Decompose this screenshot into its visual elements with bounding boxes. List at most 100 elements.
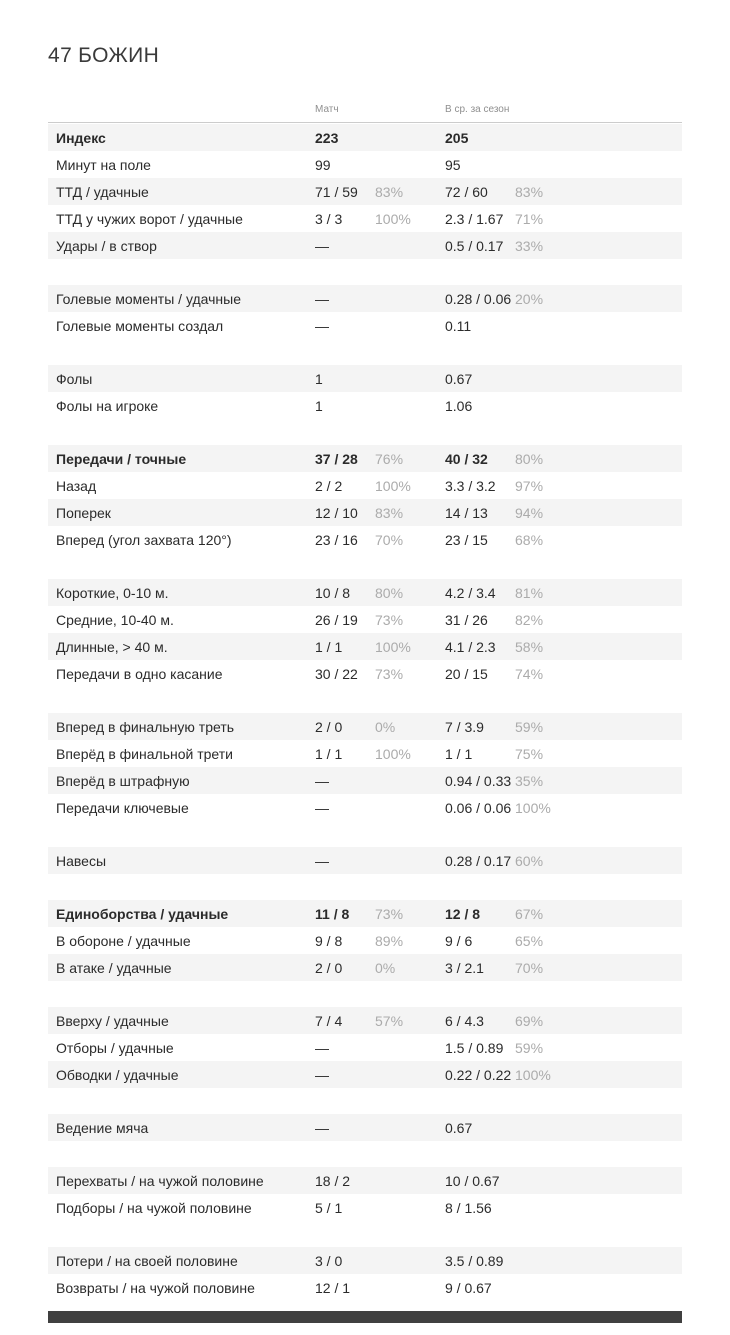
season-percent: 74% xyxy=(515,665,544,682)
stats-group: Навесы — 0.28 / 0.17 60% xyxy=(48,847,682,874)
match-value: 11 / 8 xyxy=(315,905,350,922)
row-label: Обводки / удачные xyxy=(56,1066,179,1083)
season-value: 4.2 / 3.4 xyxy=(445,584,496,601)
row-label: Вперед (угол захвата 120°) xyxy=(56,531,232,548)
season-percent: 69% xyxy=(515,1012,544,1029)
season-percent: 70% xyxy=(515,959,544,976)
season-value: 3 / 2.1 xyxy=(445,959,484,976)
season-percent: 20% xyxy=(515,290,544,307)
match-value: 18 / 2 xyxy=(315,1172,351,1189)
match-value: 1 / 1 xyxy=(315,745,343,762)
season-percent: 100% xyxy=(515,1066,551,1083)
stats-group: Фолы 1 0.67 Фолы на игроке 1 1.06 xyxy=(48,365,682,419)
season-value: 2.3 / 1.67 xyxy=(445,210,504,227)
table-row: Потери / на своей половине 3 / 0 3.5 / 0.8… xyxy=(48,1247,682,1274)
season-percent: 80% xyxy=(515,450,544,467)
stats-group: Единоборства / удачные 11 / 8 73% 12 / 8 67%… xyxy=(48,900,682,981)
season-percent: 67% xyxy=(515,905,544,922)
match-value: — xyxy=(315,237,329,254)
match-value: — xyxy=(315,1119,329,1136)
match-value: 71 / 59 xyxy=(315,183,358,200)
season-percent: 33% xyxy=(515,237,544,254)
match-value: — xyxy=(315,1039,329,1056)
season-percent: 60% xyxy=(515,852,544,869)
match-percent: 73% xyxy=(375,611,404,628)
row-label: Минут на поле xyxy=(56,156,151,173)
match-value: 7 / 4 xyxy=(315,1012,343,1029)
match-value: — xyxy=(315,317,329,334)
row-label: Подборы / на чужой половине xyxy=(56,1199,252,1216)
row-label: Фолы xyxy=(56,370,93,387)
row-label: В обороне / удачные xyxy=(56,932,191,949)
match-value: — xyxy=(315,852,329,869)
table-body: Индекс 223 205 Минут на поле 99 95 ТТД / удачн… xyxy=(48,123,682,1301)
match-value: 23 / 16 xyxy=(315,531,358,548)
match-value: 37 / 28 xyxy=(315,450,358,467)
match-value: 3 / 3 xyxy=(315,210,343,227)
match-value: 1 xyxy=(315,370,323,387)
table-row: Вперед (угол захвата 120°) 23 / 16 70% 23 /… xyxy=(48,526,682,553)
table-row: Передачи ключевые — 0.06 / 0.06 100% xyxy=(48,794,682,821)
row-label: Отборы / удачные xyxy=(56,1039,174,1056)
table-row: Назад 2 / 2 100% 3.3 / 3.2 97% xyxy=(48,472,682,499)
season-percent: 94% xyxy=(515,504,544,521)
season-value: 0.06 / 0.06 xyxy=(445,799,512,816)
stats-group: Индекс 223 205 Минут на поле 99 95 ТТД / удачн… xyxy=(48,124,682,259)
season-value: 0.67 xyxy=(445,1119,473,1136)
row-label: Поперек xyxy=(56,504,111,521)
match-percent: 0% xyxy=(375,959,396,976)
match-percent: 100% xyxy=(375,477,411,494)
row-label: Единоборства / удачные xyxy=(56,905,229,922)
match-value: — xyxy=(315,772,329,789)
bottom-divider xyxy=(48,1311,682,1323)
row-label: Возвраты / на чужой половине xyxy=(56,1279,255,1296)
season-value: 0.28 / 0.06 xyxy=(445,290,512,307)
table-row: Обводки / удачные — 0.22 / 0.22 100% xyxy=(48,1061,682,1088)
match-value: 10 / 8 xyxy=(315,584,351,601)
season-value: 0.28 / 0.17 xyxy=(445,852,512,869)
table-row: ТТД / удачные 71 / 59 83% 72 / 60 83% xyxy=(48,178,682,205)
match-percent: 83% xyxy=(375,183,404,200)
match-percent: 83% xyxy=(375,504,404,521)
table-row: Голевые моменты создал — 0.11 xyxy=(48,312,682,339)
row-label: Передачи в одно касание xyxy=(56,665,223,682)
match-percent: 100% xyxy=(375,638,411,655)
season-value: 205 xyxy=(445,129,469,146)
row-label: Голевые моменты создал xyxy=(56,317,224,334)
table-row: В атаке / удачные 2 / 0 0% 3 / 2.1 70% xyxy=(48,954,682,981)
row-label: Фолы на игроке xyxy=(56,397,159,414)
row-label: Средние, 10-40 м. xyxy=(56,611,174,628)
table-row: Вперёд в финальной трети 1 / 1 100% 1 / 1 75… xyxy=(48,740,682,767)
match-value: 2 / 0 xyxy=(315,718,343,735)
match-percent: 89% xyxy=(375,932,404,949)
season-value: 1.5 / 0.89 xyxy=(445,1039,504,1056)
season-value: 9 / 0.67 xyxy=(445,1279,492,1296)
match-value: 12 / 10 xyxy=(315,504,358,521)
season-value: 1 / 1 xyxy=(445,745,473,762)
season-value: 31 / 26 xyxy=(445,611,488,628)
table-row: Голевые моменты / удачные — 0.28 / 0.06 20% xyxy=(48,285,682,312)
match-value: 3 / 0 xyxy=(315,1252,343,1269)
row-label: Вперед в финальную треть xyxy=(56,718,235,735)
season-value: 72 / 60 xyxy=(445,183,488,200)
table-row: Передачи / точные 37 / 28 76% 40 / 32 80% xyxy=(48,445,682,472)
season-percent: 59% xyxy=(515,1039,544,1056)
match-percent: 0% xyxy=(375,718,396,735)
match-value: — xyxy=(315,1066,329,1083)
row-label: Ведение мяча xyxy=(56,1119,149,1136)
stats-table: Матч В ср. за сезон Индекс 223 205 Минут на… xyxy=(48,104,682,1323)
match-value: — xyxy=(315,290,329,307)
match-percent: 100% xyxy=(375,745,411,762)
row-label: В атаке / удачные xyxy=(56,959,172,976)
table-row: Возвраты / на чужой половине 12 / 1 9 / 0.… xyxy=(48,1274,682,1301)
season-value: 40 / 32 xyxy=(445,450,488,467)
row-label: Перехваты / на чужой половине xyxy=(56,1172,264,1189)
match-value: 26 / 19 xyxy=(315,611,358,628)
match-value: — xyxy=(315,799,329,816)
row-label: Короткие, 0-10 м. xyxy=(56,584,169,601)
season-value: 7 / 3.9 xyxy=(445,718,484,735)
table-row: Длинные, > 40 м. 1 / 1 100% 4.1 / 2.3 58% xyxy=(48,633,682,660)
season-percent: 82% xyxy=(515,611,544,628)
table-row: Подборы / на чужой половине 5 / 1 8 / 1.56 xyxy=(48,1194,682,1221)
